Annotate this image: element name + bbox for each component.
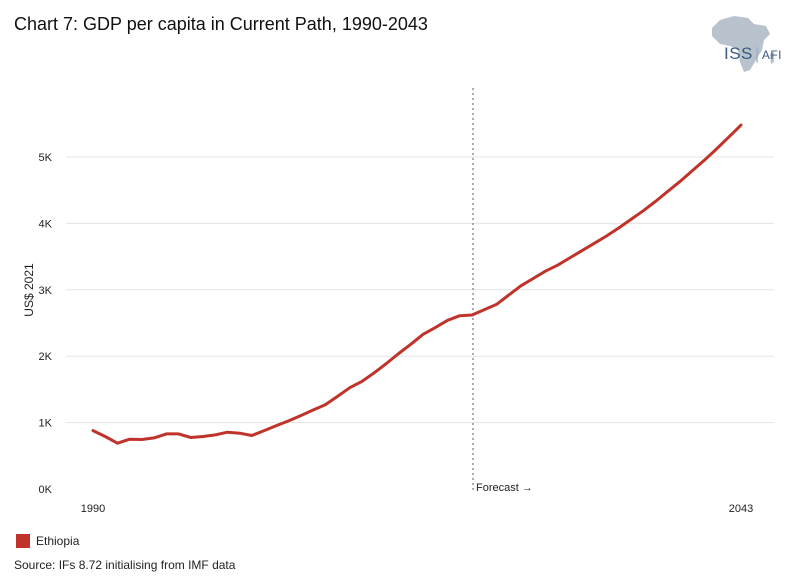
source-note: Source: IFs 8.72 initialising from IMF d… <box>14 558 236 572</box>
logo-secondary: AFI <box>761 48 782 62</box>
legend-label-ethiopia: Ethiopia <box>36 534 80 548</box>
logo-wordmark: ISS | AFI <box>724 44 782 64</box>
x-axis-ticks: 1990 2043 <box>81 503 753 515</box>
series-group <box>91 123 743 445</box>
logo-separator: | <box>754 44 760 63</box>
series-line-ethiopia <box>91 123 743 445</box>
y-tick-label-3K: 3K <box>39 285 53 297</box>
y-axis-ticks: 0K 1K 2K 3K 4K 5K <box>39 152 53 496</box>
legend: Ethiopia <box>16 534 79 548</box>
grid-lines <box>66 156 774 424</box>
africa-map-icon <box>712 16 774 72</box>
x-tick-label-start: 1990 <box>81 503 105 515</box>
forecast-label: Forecast → <box>476 482 533 494</box>
chart-title: Chart 7: GDP per capita in Current Path,… <box>14 14 428 34</box>
legend-swatch-ethiopia <box>16 534 30 548</box>
y-tick-label-5K: 5K <box>39 152 53 164</box>
x-tick-label-end: 2043 <box>729 503 753 515</box>
y-tick-label-0K: 0K <box>39 484 53 496</box>
y-tick-label-1K: 1K <box>39 418 53 430</box>
y-axis-label: US$ 2021 <box>22 263 36 317</box>
logo-primary: ISS <box>724 44 753 63</box>
y-tick-label-2K: 2K <box>39 351 53 363</box>
y-tick-label-4K: 4K <box>39 218 53 230</box>
forecast-marker: Forecast → <box>472 88 533 494</box>
